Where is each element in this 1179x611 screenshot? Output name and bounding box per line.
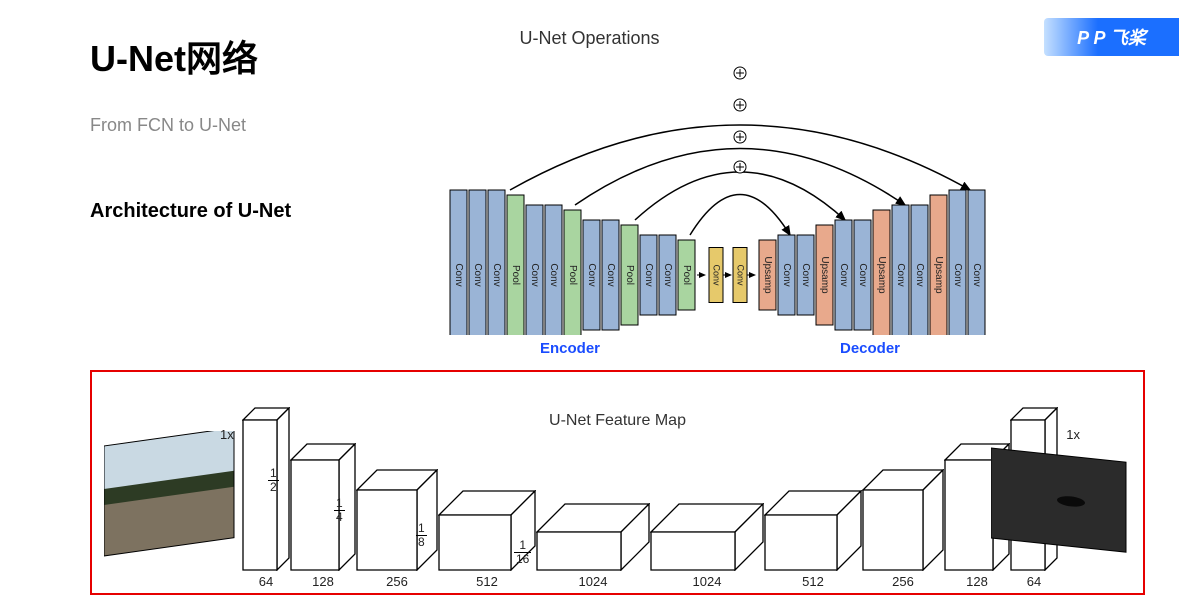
scale-label: 1x (220, 427, 234, 442)
scale-label: 18 (416, 522, 427, 549)
feature-block: 25614 (356, 469, 438, 571)
svg-text:Conv: Conv (472, 263, 483, 286)
svg-text:Conv: Conv (781, 263, 792, 286)
svg-text:Conv: Conv (605, 263, 616, 286)
svg-text:Conv: Conv (586, 263, 597, 286)
feature-block: 25614 (862, 469, 944, 571)
svg-text:Conv: Conv (895, 263, 906, 286)
ops-title: U-Net Operations (0, 28, 1179, 49)
channel-label: 256 (862, 574, 944, 589)
svg-text:Conv: Conv (736, 264, 746, 286)
scale-label: 116 (514, 539, 531, 566)
svg-text:Conv: Conv (838, 263, 849, 286)
svg-text:Conv: Conv (952, 263, 963, 286)
svg-text:Pool: Pool (510, 265, 521, 285)
feature-block: 1024116 (536, 503, 650, 571)
channel-label: 64 (1010, 574, 1058, 589)
channel-label: 256 (356, 574, 438, 589)
feature-block: 641x (242, 407, 290, 571)
svg-text:Pool: Pool (624, 265, 635, 285)
input-image-placeholder (104, 431, 244, 571)
channel-label: 1024 (536, 574, 650, 589)
encoder-label: Encoder (540, 340, 600, 357)
svg-text:Upsamp: Upsamp (819, 256, 830, 294)
svg-text:Pool: Pool (567, 265, 578, 285)
channel-label: 128 (944, 574, 1010, 589)
svg-text:Conv: Conv (548, 263, 559, 286)
channel-label: 1024 (650, 574, 764, 589)
svg-text:Pool: Pool (681, 265, 692, 285)
decoder-label: Decoder (840, 340, 900, 357)
channel-label: 512 (764, 574, 862, 589)
page-subtitle: From FCN to U-Net (90, 115, 246, 136)
svg-text:Conv: Conv (857, 263, 868, 286)
svg-text:Conv: Conv (453, 263, 464, 286)
svg-text:Conv: Conv (491, 263, 502, 286)
svg-text:Conv: Conv (529, 263, 540, 286)
scale-label: 12 (268, 467, 279, 494)
svg-text:Upsamp: Upsamp (876, 256, 887, 294)
output-image-placeholder (991, 443, 1131, 558)
svg-text:Conv: Conv (643, 263, 654, 286)
scale-label: 14 (334, 497, 345, 524)
feature-block: 1024116 (650, 503, 764, 571)
svg-text:Conv: Conv (800, 263, 811, 286)
svg-text:Conv: Conv (971, 263, 982, 286)
svg-text:Conv: Conv (662, 263, 673, 286)
channel-label: 128 (290, 574, 356, 589)
unet-operations-diagram: Conv Conv Conv Pool Conv Conv Pool Conv Conv Pool… (430, 55, 1050, 335)
channel-label: 512 (438, 574, 536, 589)
channel-label: 64 (242, 574, 290, 589)
scale-label: 1x (1066, 427, 1080, 442)
svg-text:Upsamp: Upsamp (762, 256, 773, 294)
svg-text:Upsamp: Upsamp (933, 256, 944, 294)
svg-text:Conv: Conv (712, 264, 722, 286)
feature-map-blocks: 641x 12812 25614 51218 1024116 1024116 5… (242, 391, 983, 571)
svg-text:Conv: Conv (914, 263, 925, 286)
feature-map-container: U-Net Feature Map 641x 12812 25614 (90, 370, 1145, 595)
section-title: Architecture of U-Net (90, 200, 291, 223)
feature-block: 51218 (764, 490, 862, 571)
feature-block: 12812 (290, 443, 356, 571)
